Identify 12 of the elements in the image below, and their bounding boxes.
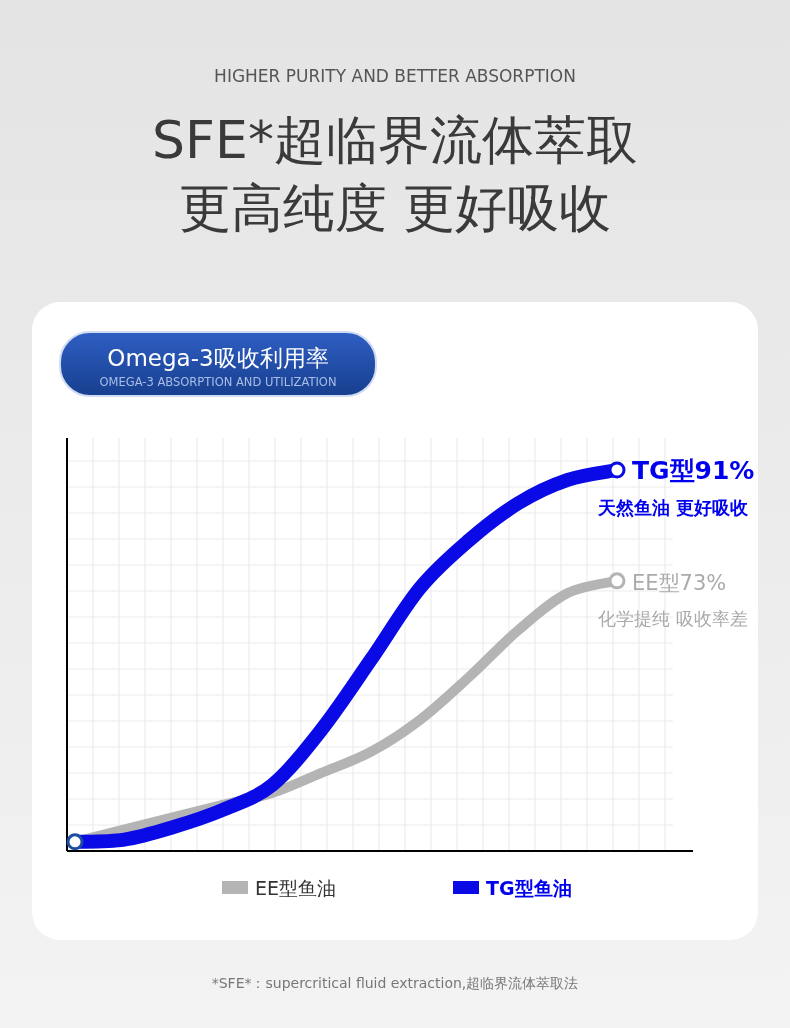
text: HIGHER PURITY AND BETTER ABSORPTION	[214, 66, 576, 86]
annotation: 天然鱼油 更好吸收	[596, 498, 749, 518]
text: Omega-3吸收利用率	[107, 345, 329, 371]
legend-label: TG型鱼油	[486, 877, 572, 899]
annotation: EE型73%	[632, 570, 727, 595]
chart-title: SFE*超临界流体萃取	[152, 110, 638, 170]
chart-subtitle: 更高纯度 更好吸收	[178, 178, 612, 238]
annotation: TG型91%	[632, 456, 755, 485]
text: OMEGA-3 ABSORPTION AND UTILIZATION	[99, 375, 337, 389]
annotation: 化学提纯 吸收率差	[598, 608, 748, 629]
legend-label: EE型鱼油	[255, 877, 337, 899]
text: *SFE*：supercritical fluid extraction,超临界流体萃取法	[211, 975, 579, 991]
